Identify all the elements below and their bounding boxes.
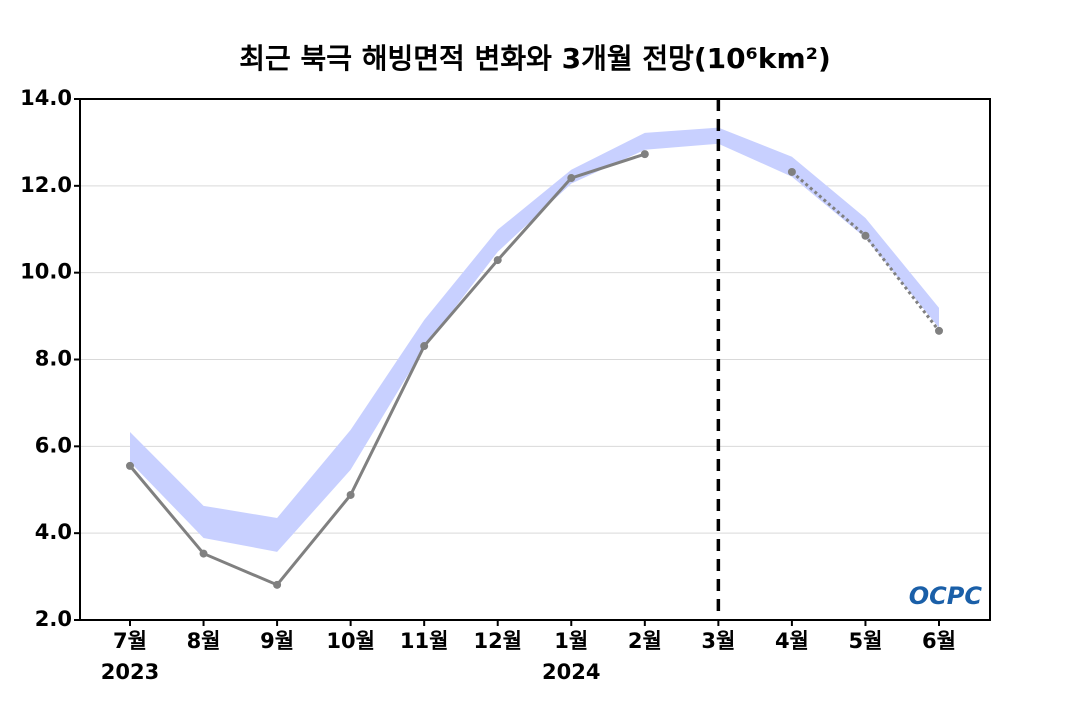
data-point — [787, 167, 796, 176]
data-point — [420, 342, 429, 351]
y-tick-label: 12.0 — [20, 173, 72, 197]
range-band — [130, 127, 939, 552]
logo: OCPC — [909, 582, 983, 610]
plot-frame — [79, 98, 991, 621]
year-label: 2024 — [542, 660, 600, 684]
data-point — [567, 174, 576, 183]
data-point — [861, 231, 870, 240]
x-tick-label: 3월 — [701, 629, 735, 653]
x-tick-label: 9월 — [260, 629, 294, 653]
series-line — [128, 152, 646, 587]
y-tick-label: 6.0 — [35, 433, 72, 457]
x-tick-label: 8월 — [187, 629, 221, 653]
data-point — [199, 549, 208, 558]
data-point — [640, 150, 649, 159]
series-line — [790, 170, 941, 332]
y-tick-label: 2.0 — [35, 607, 72, 631]
chart-title: 최근 북극 해빙면적 변화와 3개월 전망(10⁶km²) — [239, 42, 831, 75]
x-tick-label: 1월 — [554, 629, 588, 653]
x-tick-label: 6월 — [922, 629, 956, 653]
data-point — [346, 490, 355, 499]
x-tick-label: 11월 — [400, 629, 449, 653]
x-tick-label: 12월 — [473, 629, 522, 653]
y-tick-label: 14.0 — [20, 86, 72, 110]
data-point — [935, 326, 943, 335]
y-tick-label: 10.0 — [20, 260, 72, 284]
y-tick-label: 8.0 — [35, 347, 72, 371]
x-tick-label: 2월 — [628, 629, 662, 653]
x-tick-label: 7월 — [113, 629, 147, 653]
year-label: 2023 — [101, 660, 159, 684]
data-point — [126, 461, 134, 470]
data-point — [493, 256, 502, 265]
x-tick-label: 4월 — [775, 629, 809, 653]
y-tick-label: 4.0 — [35, 520, 72, 544]
data-point — [273, 580, 282, 589]
x-tick-label: 10월 — [326, 629, 375, 653]
x-tick-label: 5월 — [848, 629, 882, 653]
